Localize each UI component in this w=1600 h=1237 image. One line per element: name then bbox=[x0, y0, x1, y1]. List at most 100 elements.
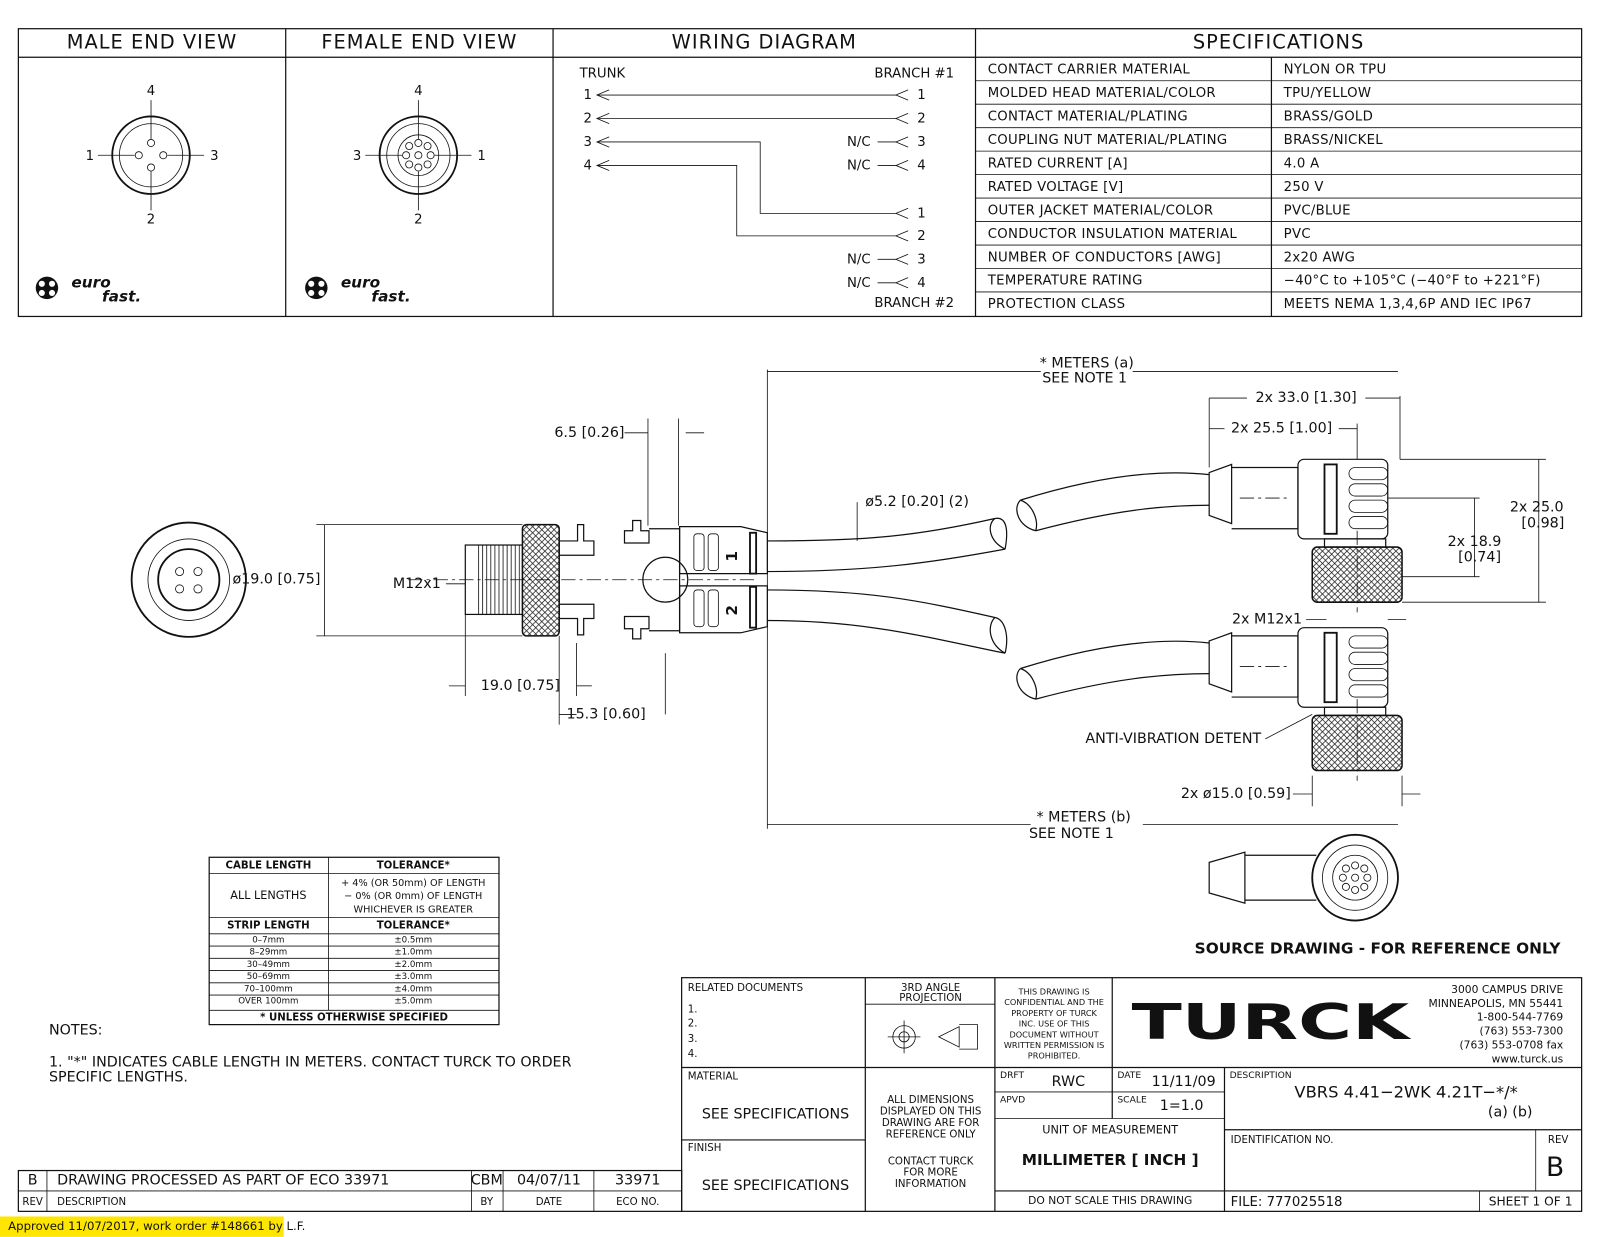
shape bbox=[1208, 851, 1246, 905]
logo-icon bbox=[305, 276, 328, 300]
shape bbox=[423, 160, 432, 169]
nc-label: N/C bbox=[847, 252, 871, 267]
shape bbox=[414, 139, 423, 147]
spec-name: COUPLING NUT MATERIAL/PLATING bbox=[988, 133, 1228, 148]
shape bbox=[38, 289, 45, 297]
block-label: DATE bbox=[1117, 1070, 1141, 1081]
shape bbox=[1341, 882, 1350, 891]
approval-bar bbox=[0, 1216, 284, 1237]
table-cell: − 0% (OR 0mm) OF LENGTH bbox=[344, 891, 482, 902]
spec-value: MEETS NEMA 1,3,4,6P AND IEC IP67 bbox=[1284, 297, 1532, 312]
shape bbox=[48, 280, 56, 287]
block-label: RELATED DOCUMENTS bbox=[688, 983, 803, 994]
pin-label: 4 bbox=[414, 84, 422, 99]
dimension-label: SEE NOTE 1 bbox=[1029, 826, 1114, 842]
pin-label: 2 bbox=[917, 112, 925, 127]
nc-label: N/C bbox=[847, 158, 871, 173]
spec-name: PROTECTION CLASS bbox=[988, 297, 1126, 312]
shape bbox=[1323, 538, 1387, 548]
block-label: PROJECTION bbox=[899, 993, 962, 1004]
branch-label: 1 bbox=[723, 551, 741, 562]
pin-label: 3 bbox=[917, 135, 925, 150]
female-end-face bbox=[365, 100, 472, 211]
shape bbox=[475, 545, 523, 615]
table-cell: WHICHEVER IS GREATER bbox=[353, 904, 473, 915]
spec-value: BRASS/NICKEL bbox=[1284, 133, 1384, 148]
male-end-face bbox=[97, 100, 205, 211]
block-value: RWC bbox=[1052, 1074, 1085, 1090]
table-cell: 8–29mm bbox=[250, 948, 288, 958]
dimension-label: 15.3 [0.60] bbox=[567, 706, 646, 722]
revision-cell: B bbox=[28, 1173, 38, 1189]
spec-name: CONDUCTOR INSULATION MATERIAL bbox=[988, 227, 1238, 242]
arrow bbox=[894, 253, 909, 265]
spec-name: CONTACT MATERIAL/PLATING bbox=[988, 109, 1188, 124]
shape bbox=[1363, 873, 1372, 882]
table-header: CABLE LENGTH bbox=[225, 860, 311, 871]
block-value: SEE SPECIFICATIONS bbox=[702, 1178, 849, 1194]
block-note: REFERENCE ONLY bbox=[886, 1130, 977, 1141]
logo-icon bbox=[35, 276, 59, 300]
shape bbox=[423, 142, 432, 151]
note-line: SPECIFIC LENGTHS. bbox=[49, 1070, 188, 1086]
dimension-lines bbox=[1208, 396, 1546, 807]
wiring-label: BRANCH #1 bbox=[874, 67, 954, 82]
pin-label: 3 bbox=[917, 252, 925, 267]
shape bbox=[558, 524, 595, 636]
shape bbox=[147, 163, 155, 172]
block-label: SCALE bbox=[1117, 1095, 1147, 1106]
dimension-label: 2x ø15.0 [0.59] bbox=[1181, 786, 1291, 802]
table-cell: OVER 100mm bbox=[238, 997, 298, 1007]
spec-name: RATED VOLTAGE [V] bbox=[988, 180, 1124, 195]
confidential-line: THIS DRAWING IS bbox=[1018, 986, 1090, 996]
block-label: DESCRIPTION bbox=[1230, 1070, 1292, 1081]
logo-text: euro bbox=[341, 273, 380, 291]
block-note: INFORMATION bbox=[895, 1179, 966, 1190]
pin-label: 4 bbox=[147, 84, 155, 99]
address-line: 3000 CAMPUS DRIVE bbox=[1451, 983, 1563, 996]
pin-label: 3 bbox=[210, 149, 218, 164]
block-label: 3. bbox=[688, 1034, 698, 1045]
pin-label: 1 bbox=[477, 149, 485, 164]
shape bbox=[767, 589, 996, 619]
column-header: SPECIFICATIONS bbox=[1193, 30, 1364, 53]
source-note: SOURCE DRAWING - FOR REFERENCE ONLY bbox=[1195, 940, 1562, 958]
shape bbox=[1351, 861, 1360, 870]
shape bbox=[159, 151, 168, 160]
notes-title: NOTES: bbox=[49, 1023, 103, 1039]
end-view-angled bbox=[1208, 833, 1399, 922]
block-label: 1. bbox=[688, 1004, 698, 1015]
shape bbox=[17, 28, 1583, 318]
dimension-label: SEE NOTE 1 bbox=[1042, 371, 1127, 387]
shape bbox=[989, 616, 1008, 654]
table-cell: ±4.0mm bbox=[394, 984, 432, 994]
table-cell: ±3.0mm bbox=[394, 972, 432, 982]
dimension-label: ø5.2 [0.20] (2) bbox=[865, 494, 969, 510]
spec-value: −40°C to +105°C (−40°F to +221°F) bbox=[1284, 274, 1541, 289]
shape bbox=[38, 280, 45, 287]
table-footnote: * UNLESS OTHERWISE SPECIFIED bbox=[260, 1012, 448, 1023]
revision-header: BY bbox=[480, 1197, 493, 1208]
shape bbox=[1244, 854, 1317, 901]
block-label: FINISH bbox=[688, 1143, 722, 1154]
block-note: DRAWING ARE FOR bbox=[882, 1118, 979, 1129]
spec-value: 4.0 A bbox=[1284, 156, 1320, 171]
shape bbox=[402, 151, 411, 160]
shape bbox=[937, 1024, 978, 1050]
column-header: FEMALE END VIEW bbox=[321, 30, 517, 53]
shape bbox=[1360, 864, 1369, 873]
block-value: MILLIMETER [ INCH ] bbox=[1022, 1151, 1199, 1169]
shape bbox=[642, 556, 689, 603]
shape bbox=[48, 289, 56, 297]
dimension-label: * METERS (a) bbox=[1040, 355, 1134, 371]
shape bbox=[1348, 483, 1389, 497]
spec-value: 2x20 AWG bbox=[1284, 250, 1356, 265]
dimension-label: M12x1 bbox=[393, 576, 441, 592]
arrow bbox=[595, 136, 610, 148]
shape bbox=[1208, 463, 1233, 525]
shape bbox=[208, 856, 500, 1026]
pin-label: 4 bbox=[917, 276, 925, 291]
title-block-frame bbox=[681, 977, 1583, 1212]
dimension-label: ANTI-VIBRATION DETENT bbox=[1085, 731, 1261, 747]
shape bbox=[157, 548, 221, 612]
